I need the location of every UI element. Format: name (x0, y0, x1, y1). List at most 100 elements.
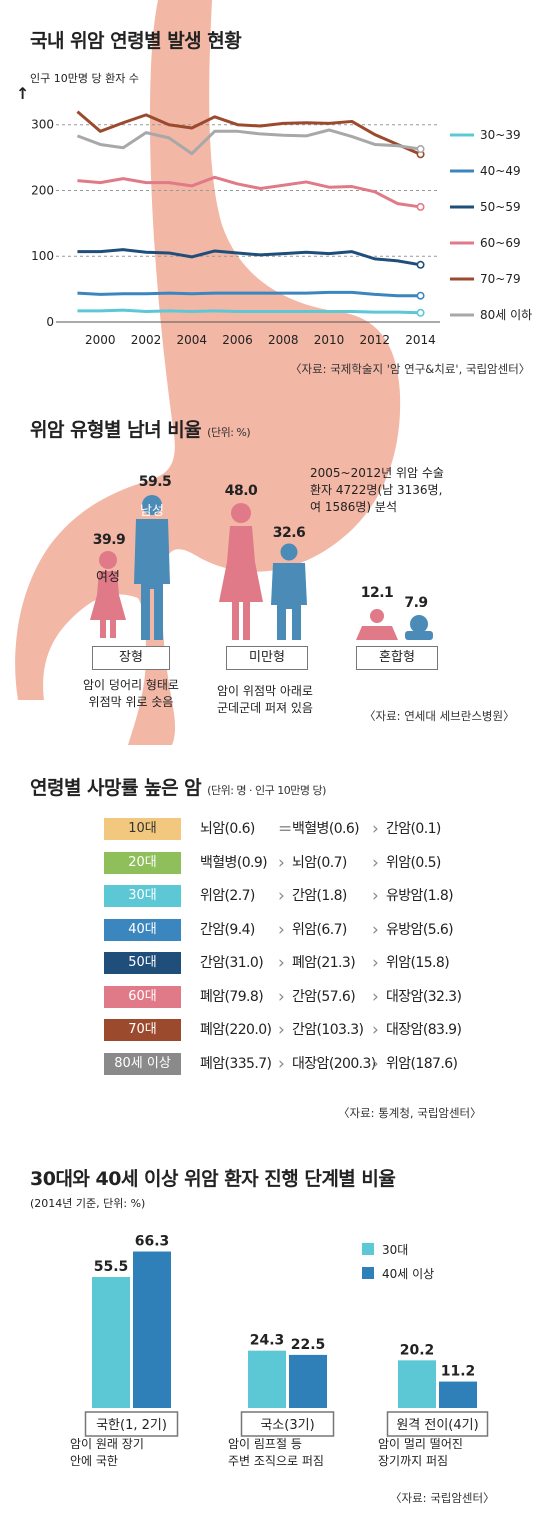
legend-label: 80세 이하 (480, 308, 532, 322)
legend-label: 60~69 (480, 236, 521, 250)
rank-row: 10대 뇌암(0.6) = 백혈병(0.6) › 간암(0.1) (104, 818, 524, 840)
x-tick-label: 2004 (177, 333, 208, 347)
study-note-line: 여 1586명) 분석 (310, 500, 398, 514)
rank-row: 40대 간암(9.4) › 위암(6.7) › 유방암(5.6) (104, 918, 524, 941)
female-value: 48.0 (224, 483, 258, 499)
type-desc-line: 암이 덩어리 형태로 (83, 678, 179, 692)
age-badge: 40대 (104, 918, 181, 941)
cancer-rank-item: 백혈병(0.9) (200, 854, 268, 871)
study-note-line: 환자 4722명(남 3136명, (310, 483, 443, 497)
age-badge: 30대 (104, 885, 181, 907)
male-value: 59.5 (138, 474, 172, 490)
bar-value-label: 24.3 (250, 1333, 285, 1349)
legend-label: 50~59 (480, 200, 521, 214)
bar-chart: 30대 40세 이상 55.5 66.3 국한(1, 2기) 24.3 22.5 국소(3기)… (84, 1234, 489, 1437)
bar-value-label: 66.3 (135, 1234, 170, 1250)
bar-value-label: 55.5 (94, 1259, 129, 1275)
type-desc-line: 암이 위점막 아래로 (217, 684, 313, 698)
greater-than-icon: › (372, 819, 379, 839)
cancer-rank-item: 간암(57.6) (292, 988, 356, 1005)
section1-source: 〈자료: 국제학술지 '암 연구&치료', 국립암센터〉 (290, 362, 531, 376)
stage-desc-line: 암이 림프절 등 (228, 1437, 302, 1451)
x-tick-label: 2014 (405, 333, 436, 347)
male-figure-icon (271, 543, 307, 640)
rank-row: 60대 폐암(79.8) › 간암(57.6) › 대장암(32.3) (104, 985, 524, 1008)
stage-desc: 암이 림프절 등 주변 조직으로 퍼짐 (228, 1436, 358, 1470)
section2-source: 〈자료: 연세대 세브란스병원〉 (364, 709, 515, 723)
cancer-rank-item: 대장암(83.9) (386, 1022, 462, 1038)
greater-than-icon: › (372, 986, 379, 1007)
line-chart: 0 100 200 300 2000 2002 2004 2006 2008 2010 2012 20… (31, 110, 532, 347)
study-note-line: 2005~2012년 위암 수술 (310, 466, 444, 480)
cancer-rank-item: 간암(0.1) (386, 821, 441, 837)
x-tick-label: 2002 (131, 333, 162, 347)
bar (289, 1354, 327, 1408)
greater-than-icon: › (372, 919, 379, 940)
stage-desc-line: 안에 국한 (70, 1454, 118, 1468)
category-label: 국한(1, 2기) (96, 1418, 167, 1433)
up-arrow-icon: ↑ (16, 84, 30, 103)
line-chart-ylabel: 인구 10만명 당 환자 수 (30, 72, 139, 85)
stage-desc: 암이 멀리 떨어진 장기까지 퍼짐 (378, 1436, 508, 1470)
section4-subtitle: (2014년 기준, 단위: %) (30, 1197, 146, 1210)
female-figure-icon (219, 503, 263, 640)
greater-than-icon: › (372, 1020, 379, 1040)
study-note: 2005~2012년 위암 수술 환자 4722명(남 3136명, 여 158… (310, 465, 444, 516)
section3-unit: (단위: 명 · 인구 10만명 당) (207, 784, 326, 797)
stage-desc: 암이 원래 장기 안에 국한 (70, 1436, 200, 1470)
bar-value-label: 11.2 (441, 1364, 476, 1380)
category-label: 국소(3기) (260, 1418, 314, 1433)
series-line (77, 248, 421, 267)
cancer-rank-item: 위암(15.8) (386, 955, 450, 971)
greater-than-icon: › (278, 1053, 285, 1074)
series-line (77, 308, 421, 315)
female-figure-icon (90, 551, 126, 638)
male-label: 남성 (140, 504, 164, 519)
category-box (386, 1411, 489, 1437)
cancer-rank-item: 백혈병(0.6) (292, 821, 360, 837)
type-label-diffuse: 미만형 (226, 646, 308, 670)
greater-than-icon: › (372, 852, 379, 873)
y-tick-label: 0 (46, 315, 54, 329)
greater-than-icon: › (278, 919, 285, 940)
greater-than-icon: › (372, 953, 379, 973)
series-end-marker (416, 308, 425, 317)
y-tick-label: 100 (31, 249, 54, 263)
female-value: 39.9 (92, 532, 126, 548)
cancer-rank-item: 유방암(5.6) (386, 921, 454, 938)
bar (133, 1251, 171, 1408)
legend-label: 70~79 (480, 272, 521, 286)
greater-than-icon: › (278, 953, 285, 973)
x-tick-label: 2000 (85, 333, 116, 347)
x-tick-label: 2010 (314, 333, 345, 347)
series-line (77, 290, 421, 298)
cancer-rank-item: 간암(9.4) (200, 921, 255, 938)
cancer-rank-item: 간암(31.0) (200, 955, 264, 971)
male-figure-icon (405, 615, 433, 640)
greater-than-icon: › (278, 986, 285, 1007)
section1-title: 국내 위암 연령별 발생 현황 (30, 30, 242, 52)
type-desc-diffuse: 암이 위점막 아래로 군데군데 퍼져 있음 (190, 683, 340, 717)
legend-label: 30대 (382, 1243, 408, 1257)
stage-desc-line: 암이 멀리 떨어진 (378, 1437, 463, 1451)
x-tick-label: 2006 (222, 333, 253, 347)
section2-unit: (단위: %) (207, 426, 251, 439)
stage-desc-line: 주변 조직으로 퍼짐 (228, 1454, 324, 1468)
bar (248, 1350, 286, 1408)
rank-row: 50대 간암(31.0) › 폐암(21.3) › 위암(15.8) (104, 952, 524, 974)
rank-row: 20대 백혈병(0.9) › 뇌암(0.7) › 위암(0.5) (104, 851, 524, 874)
rank-row: 30대 위암(2.7) › 간암(1.8) › 유방암(1.8) (104, 885, 524, 907)
male-value: 32.6 (272, 525, 306, 541)
equals-icon: = (278, 819, 293, 839)
x-tick-label: 2008 (268, 333, 299, 347)
cancer-rank-item: 위암(2.7) (200, 888, 255, 904)
section2-title: 위암 유형별 남녀 비율 (단위: %) (30, 419, 251, 441)
male-value: 7.9 (404, 595, 428, 611)
greater-than-icon: › (278, 886, 285, 906)
male-figure-icon (134, 495, 170, 640)
legend-label: 40세 이상 (382, 1267, 434, 1281)
y-tick-label: 200 (31, 183, 54, 197)
cancer-rank-item: 폐암(335.7) (200, 1055, 272, 1072)
section3-source: 〈자료: 통계청, 국립암센터〉 (338, 1106, 482, 1120)
cancer-rank-item: 폐암(79.8) (200, 988, 264, 1005)
